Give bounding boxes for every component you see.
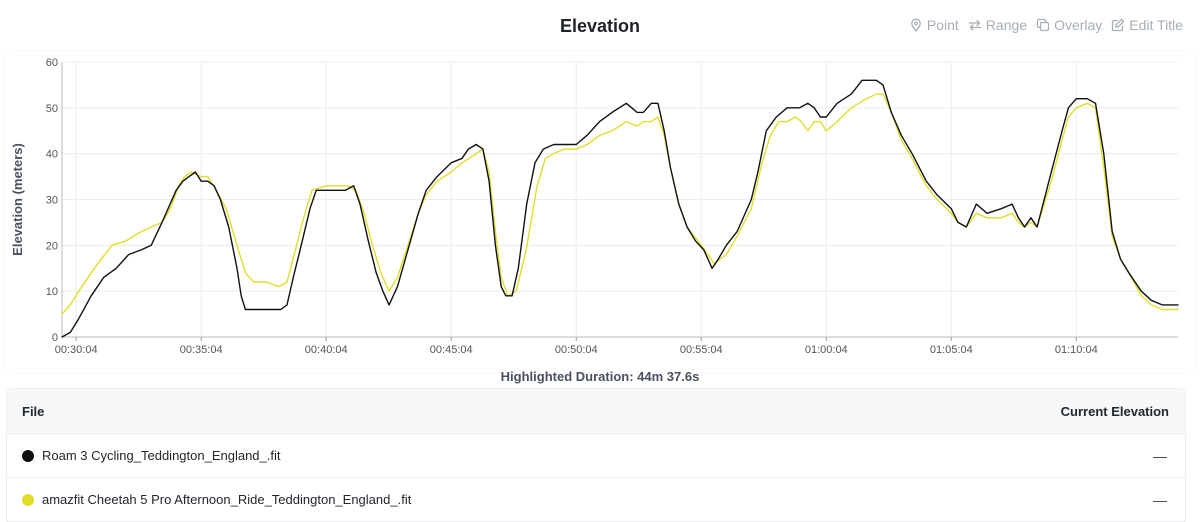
y-tick-label: 10 [46, 286, 58, 298]
copy-icon [1036, 18, 1050, 32]
file-name: amazfit Cheetah 5 Pro Afternoon_Ride_Ted… [42, 492, 412, 507]
y-tick-label: 50 [46, 103, 58, 115]
edit-icon [1112, 18, 1125, 32]
y-tick-label: 20 [46, 240, 58, 252]
x-tick-label: 01:10:04 [1055, 344, 1098, 356]
y-tick-label: 40 [46, 149, 58, 161]
overlay-label: Overlay [1054, 17, 1103, 33]
chart-header: Elevation Point Range Overlay Edit Title [0, 0, 1200, 52]
series-color-dot [22, 493, 34, 506]
highlighted-duration: Highlighted Duration: 44m 37.6s [500, 369, 700, 384]
x-tick-label: 00:45:04 [430, 344, 473, 356]
column-header-file: File [22, 403, 45, 419]
file-cell: Roam 3 Cycling_Teddington_England_.fit [22, 448, 281, 463]
column-header-current-elevation: Current Elevation [1060, 403, 1169, 419]
x-tick-label: 00:50:04 [555, 344, 598, 356]
series-line-amazfit [61, 93, 1179, 315]
file-table: File Current Elevation Roam 3 Cycling_Te… [6, 388, 1186, 522]
chart-title: Elevation [559, 16, 641, 36]
point-label: Point [926, 17, 959, 33]
elevation-chart[interactable]: 0 10 20 30 40 50 60 00:30:04 00:35:04 00:40:04 00:… [5, 52, 1195, 372]
chart-toolbar: Point Range Overlay Edit Title [909, 17, 1183, 33]
y-tick-label: 60 [46, 57, 58, 69]
series-line-roam-3 [61, 79, 1179, 338]
x-tick-label: 00:35:04 [180, 344, 223, 356]
file-name: Roam 3 Cycling_Teddington_England_.fit [42, 448, 281, 463]
arrows-swap-icon [968, 19, 981, 31]
x-tick-label: 00:55:04 [680, 344, 723, 356]
y-tick-label: 30 [46, 195, 58, 207]
x-tick-label: 01:00:04 [805, 344, 848, 356]
table-row[interactable]: amazfit Cheetah 5 Pro Afternoon_Ride_Ted… [7, 478, 1185, 521]
overlay-button[interactable]: Overlay [1036, 17, 1102, 33]
file-cell: amazfit Cheetah 5 Pro Afternoon_Ride_Ted… [22, 492, 411, 507]
current-elevation-value: — [1153, 491, 1167, 508]
x-tick-label: 00:40:04 [305, 344, 348, 356]
table-row[interactable]: Roam 3 Cycling_Teddington_England_.fit — [7, 434, 1185, 478]
point-button[interactable]: Point [909, 17, 959, 33]
range-label: Range [985, 17, 1028, 33]
edit-title-label: Edit Title [1129, 17, 1183, 33]
range-button[interactable]: Range [968, 17, 1027, 33]
current-elevation-value: — [1153, 447, 1167, 464]
x-tick-label: 00:30:04 [55, 344, 98, 356]
table-header: File Current Elevation [7, 389, 1185, 434]
y-axis-label: Elevation (meters) [10, 143, 25, 256]
series-color-dot [22, 449, 34, 462]
y-tick-label: 0 [52, 332, 58, 344]
elevation-chart-svg[interactable]: 0 10 20 30 40 50 60 00:30:04 00:35:04 00:40:04 00:… [5, 52, 1195, 370]
edit-title-button[interactable]: Edit Title [1111, 17, 1183, 33]
map-pin-icon [911, 18, 921, 32]
x-tick-label: 01:05:04 [930, 344, 973, 356]
